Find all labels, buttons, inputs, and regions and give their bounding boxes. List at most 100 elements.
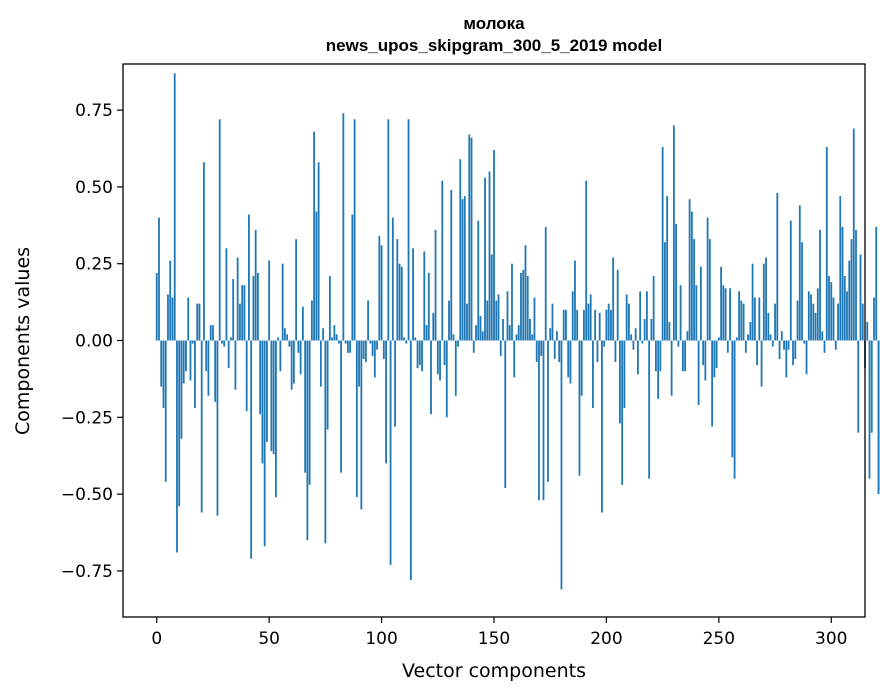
bar-10 bbox=[178, 340, 181, 507]
bar-243 bbox=[702, 340, 705, 366]
bar-260 bbox=[740, 300, 743, 341]
bar-289 bbox=[805, 340, 808, 375]
bar-78 bbox=[331, 337, 334, 341]
bar-305 bbox=[841, 226, 844, 341]
bar-256 bbox=[731, 340, 734, 458]
bar-228 bbox=[668, 322, 671, 341]
bar-319 bbox=[873, 297, 875, 341]
bar-215 bbox=[639, 291, 642, 341]
bar-168 bbox=[533, 297, 536, 341]
bar-7 bbox=[171, 297, 174, 341]
bar-182 bbox=[565, 309, 567, 341]
bar-114 bbox=[412, 248, 414, 341]
bar-108 bbox=[398, 263, 401, 341]
bar-214 bbox=[637, 340, 639, 375]
bar-47 bbox=[261, 340, 264, 464]
bar-28 bbox=[218, 119, 221, 341]
bar-303 bbox=[837, 303, 839, 341]
bar-70 bbox=[313, 131, 316, 341]
bar-160 bbox=[515, 334, 518, 341]
bar-199 bbox=[603, 340, 606, 347]
bar-275 bbox=[774, 303, 776, 341]
bar-79 bbox=[333, 325, 336, 341]
bar-261 bbox=[742, 303, 745, 341]
bar-229 bbox=[670, 340, 673, 396]
bar-311 bbox=[855, 229, 857, 341]
bar-254 bbox=[726, 340, 729, 353]
bar-180 bbox=[560, 340, 563, 590]
bar-291 bbox=[810, 294, 812, 341]
bar-216 bbox=[641, 340, 644, 344]
bar-279 bbox=[783, 340, 785, 350]
bar-161 bbox=[517, 325, 520, 341]
bar-170 bbox=[538, 340, 540, 501]
bar-241 bbox=[697, 340, 700, 406]
bar-48 bbox=[263, 340, 266, 547]
bar-205 bbox=[616, 269, 619, 341]
bar-186 bbox=[574, 260, 576, 341]
bar-66 bbox=[304, 340, 307, 473]
bar-60 bbox=[290, 340, 293, 390]
bar-195 bbox=[594, 309, 597, 341]
bar-238 bbox=[690, 211, 693, 341]
bar-21 bbox=[203, 162, 205, 341]
bar-188 bbox=[578, 340, 581, 476]
bar-131 bbox=[450, 189, 453, 341]
bar-225 bbox=[661, 146, 664, 341]
bar-92 bbox=[362, 340, 365, 359]
bar-149 bbox=[490, 254, 493, 341]
bar-13 bbox=[185, 340, 187, 372]
bar-35 bbox=[234, 340, 237, 390]
bar-58 bbox=[286, 334, 289, 341]
bar-230 bbox=[672, 125, 675, 341]
y-tick-label: 0.25 bbox=[75, 255, 113, 275]
bar-162 bbox=[520, 272, 522, 341]
bar-297 bbox=[823, 340, 826, 353]
bar-97 bbox=[373, 340, 376, 378]
bar-307 bbox=[846, 291, 848, 341]
bar-101 bbox=[382, 340, 385, 359]
bar-44 bbox=[254, 229, 257, 341]
bar-237 bbox=[688, 199, 691, 341]
bar-285 bbox=[796, 300, 799, 341]
bar-94 bbox=[367, 300, 369, 341]
x-tick-label: 0 bbox=[151, 629, 162, 649]
bar-57 bbox=[283, 328, 286, 341]
bar-98 bbox=[376, 340, 378, 350]
bar-91 bbox=[360, 340, 363, 510]
bar-309 bbox=[850, 239, 853, 341]
bar-191 bbox=[585, 180, 588, 341]
bar-249 bbox=[715, 340, 718, 369]
bar-99 bbox=[378, 236, 381, 341]
bar-104 bbox=[389, 340, 392, 565]
bar-11 bbox=[180, 340, 183, 439]
bar-212 bbox=[632, 340, 635, 350]
bar-265 bbox=[751, 263, 754, 341]
bar-81 bbox=[337, 340, 340, 344]
bar-234 bbox=[681, 340, 684, 372]
bar-5 bbox=[167, 294, 169, 341]
x-tick-label: 200 bbox=[590, 629, 622, 649]
bar-207 bbox=[621, 340, 624, 485]
bar-179 bbox=[558, 340, 561, 363]
bar-151 bbox=[495, 300, 498, 341]
bar-283 bbox=[792, 340, 794, 366]
bar-90 bbox=[358, 340, 360, 387]
bar-53 bbox=[275, 340, 277, 498]
bar-1 bbox=[158, 217, 160, 341]
bar-253 bbox=[724, 288, 727, 341]
bar-109 bbox=[400, 266, 403, 341]
x-tick-label: 50 bbox=[258, 629, 280, 649]
bar-247 bbox=[711, 340, 713, 427]
bar-292 bbox=[812, 303, 815, 341]
bar-105 bbox=[391, 217, 394, 341]
bar-211 bbox=[630, 334, 633, 341]
bar-185 bbox=[571, 291, 574, 341]
bar-37 bbox=[239, 303, 241, 341]
bar-263 bbox=[747, 334, 749, 341]
y-tick-label: 0.75 bbox=[75, 101, 113, 121]
bar-221 bbox=[652, 275, 655, 341]
bar-138 bbox=[466, 303, 468, 341]
bar-63 bbox=[297, 340, 300, 353]
y-tick-label: −0.75 bbox=[61, 562, 113, 582]
